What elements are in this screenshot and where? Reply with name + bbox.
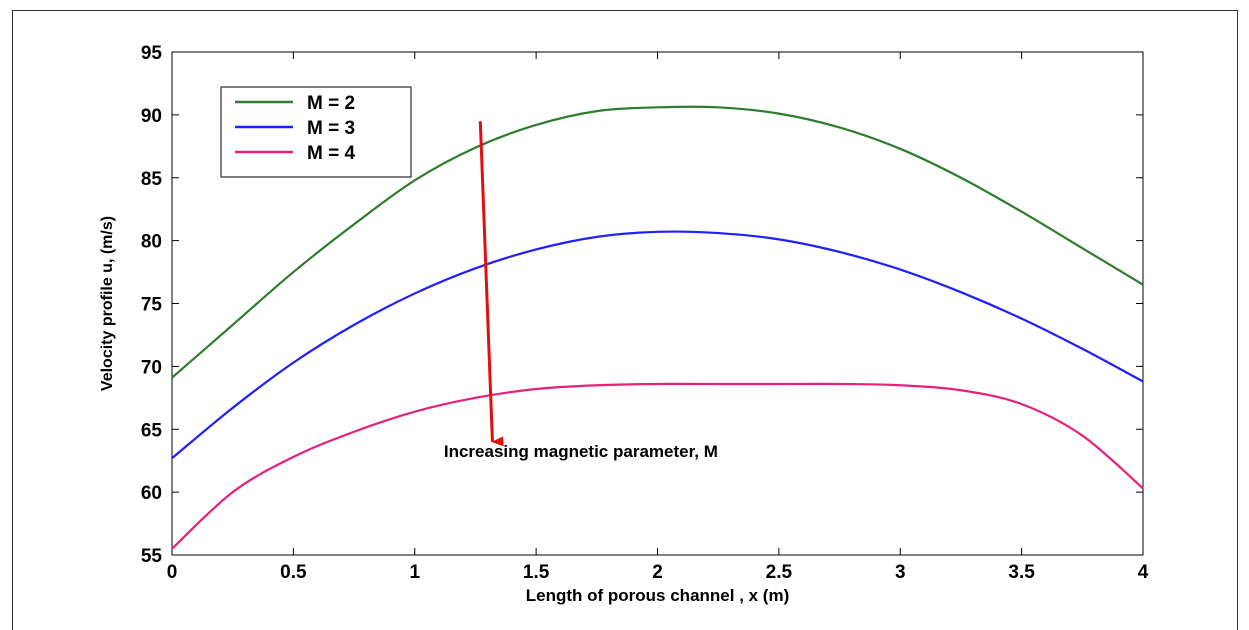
y-axis-label: Velocity profile u, (m/s) [99,216,116,391]
y-tick-label: 90 [141,106,162,127]
y-tick-label: 55 [141,546,163,567]
y-tick-label: 65 [141,420,163,441]
x-tick-label: 2 [652,562,663,583]
y-tick-label: 70 [141,357,162,378]
legend: M = 2 M = 3 M = 4 [220,86,412,178]
legend-box [220,86,412,178]
y-tick-label: 60 [141,483,162,504]
x-tick-label: 3 [895,562,906,583]
y-tick-label: 95 [141,43,163,64]
x-tick-label: 3.5 [1008,562,1035,583]
x-tick-label: 0.5 [280,562,307,583]
x-tick-label: 2.5 [766,562,793,583]
figure-frame [12,10,1238,630]
x-tick-label: 1 [409,562,420,583]
series-line [171,382,1144,550]
y-tick-label: 85 [141,169,163,190]
x-tick-label: 1.5 [523,562,550,583]
legend-label: M = 4 [307,143,355,164]
y-tick-label: 75 [141,295,163,316]
axis-ticks: 0 0.5 1 1.5 2 2.5 3 3.5 4 55 60 65 70 75 80 85 90 95 [141,43,1149,583]
annotation-text: Increasing magnetic parameter, M [444,442,718,461]
annotation-group: Increasing magnetic parameter, M [444,121,718,461]
series-group [171,105,1144,550]
x-tick-label: 4 [1138,562,1149,583]
annotation-arrow [478,121,504,447]
x-tick-label: 0 [167,562,178,583]
legend-label: M = 3 [307,118,355,139]
legend-label: M = 2 [307,93,355,114]
y-tick-label: 80 [141,232,162,253]
x-axis-label: Length of porous channel , x (m) [526,586,790,605]
series-line [171,230,1144,460]
series-line [171,105,1144,379]
